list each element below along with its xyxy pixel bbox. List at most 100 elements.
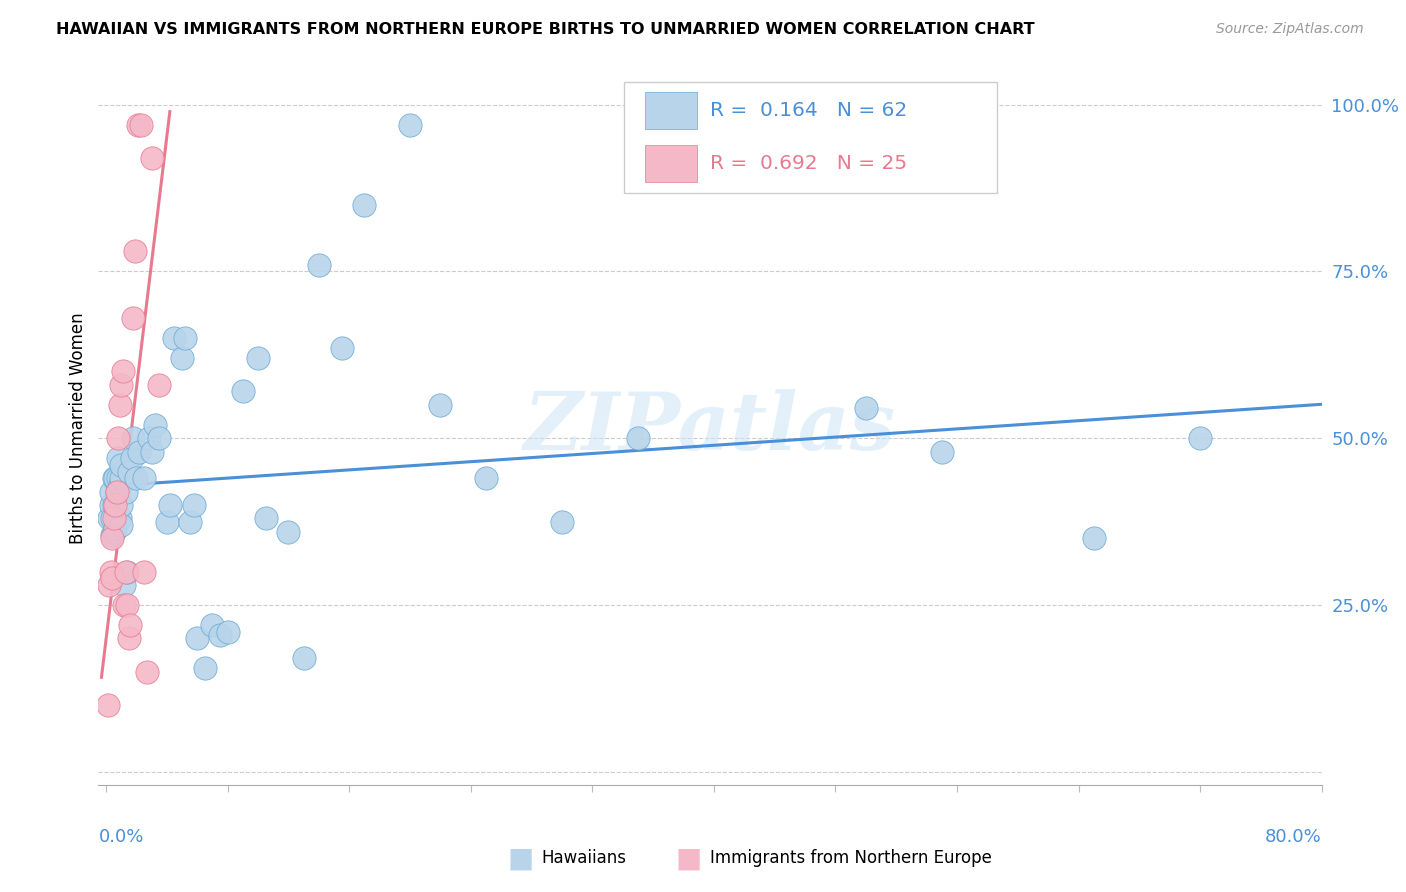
Point (148, 431, 170, 445)
Point (138, 431, 160, 445)
Text: ■: ■ (676, 844, 702, 872)
Point (217, 624, 239, 639)
Point (118, 632, 141, 646)
Point (399, 118, 422, 132)
Text: Immigrants from Northern Europe: Immigrants from Northern Europe (710, 849, 991, 867)
Point (96, 698, 118, 712)
Point (132, 565, 155, 579)
Point (125, 471, 148, 485)
Point (100, 498, 122, 512)
Point (429, 398, 451, 412)
Point (98, 511, 121, 525)
Point (104, 521, 127, 535)
Point (100, 565, 122, 579)
FancyBboxPatch shape (624, 82, 997, 193)
Point (330, 341, 353, 355)
Point (108, 398, 131, 412)
Point (141, 151, 163, 165)
Point (855, 401, 877, 416)
Point (232, 384, 254, 399)
Point (277, 524, 299, 539)
Text: ■: ■ (508, 844, 533, 872)
Point (156, 515, 179, 529)
Point (105, 484, 128, 499)
Point (101, 571, 124, 585)
Point (120, 618, 142, 632)
Point (114, 484, 136, 499)
Point (122, 431, 145, 445)
Text: 80.0%: 80.0% (1265, 828, 1322, 846)
Point (627, 431, 650, 445)
Point (186, 632, 208, 646)
Point (110, 458, 132, 472)
Point (122, 311, 145, 326)
Point (103, 471, 125, 485)
Point (101, 528, 124, 542)
Point (107, 471, 129, 485)
Point (931, 444, 953, 458)
Point (110, 517, 132, 532)
Point (170, 351, 193, 365)
Point (114, 565, 136, 579)
Point (104, 498, 127, 512)
Bar (645, 145, 696, 182)
Point (103, 524, 125, 539)
Y-axis label: Births to Unmarried Women: Births to Unmarried Women (69, 312, 87, 544)
Point (179, 515, 201, 529)
Text: R =  0.164   N = 62: R = 0.164 N = 62 (710, 101, 907, 120)
Point (159, 498, 181, 512)
Point (98, 578, 121, 592)
Point (143, 417, 166, 432)
Text: 0.0%: 0.0% (98, 828, 143, 846)
Point (107, 431, 129, 445)
Point (129, 118, 152, 132)
Point (112, 578, 135, 592)
Point (148, 377, 170, 392)
Text: ZIPatlas: ZIPatlas (524, 390, 896, 467)
Point (101, 511, 124, 525)
Point (475, 471, 498, 485)
Point (194, 661, 217, 675)
Point (254, 511, 277, 525)
Point (110, 471, 132, 485)
Point (308, 258, 330, 272)
Point (174, 331, 197, 345)
Point (163, 331, 186, 345)
Text: Hawaiians: Hawaiians (541, 849, 626, 867)
Point (141, 444, 163, 458)
Point (105, 484, 128, 499)
Bar (645, 92, 696, 128)
Text: Source: ZipAtlas.com: Source: ZipAtlas.com (1216, 22, 1364, 37)
Point (103, 498, 125, 512)
Point (353, 198, 375, 212)
Text: HAWAIIAN VS IMMIGRANTS FROM NORTHERN EUROPE BIRTHS TO UNMARRIED WOMEN CORRELATIO: HAWAIIAN VS IMMIGRANTS FROM NORTHERN EUR… (56, 22, 1035, 37)
Point (121, 451, 143, 466)
Point (104, 471, 127, 485)
Point (112, 598, 135, 612)
Point (100, 484, 122, 499)
Point (1083, 531, 1105, 545)
Point (201, 618, 224, 632)
Point (136, 665, 159, 679)
Point (246, 351, 269, 365)
Point (110, 498, 132, 512)
Point (101, 531, 124, 545)
Point (105, 511, 128, 525)
Point (110, 377, 132, 392)
Point (108, 478, 131, 492)
Point (103, 511, 125, 525)
Point (127, 118, 149, 132)
Point (208, 628, 231, 642)
Point (132, 471, 155, 485)
Text: R =  0.692   N = 25: R = 0.692 N = 25 (710, 154, 907, 173)
Point (117, 565, 139, 579)
Point (124, 244, 146, 259)
Point (1189, 431, 1212, 445)
Point (292, 651, 315, 665)
Point (117, 598, 139, 612)
Point (111, 364, 134, 378)
Point (108, 511, 131, 525)
Point (118, 465, 141, 479)
Point (128, 444, 150, 458)
Point (183, 498, 205, 512)
